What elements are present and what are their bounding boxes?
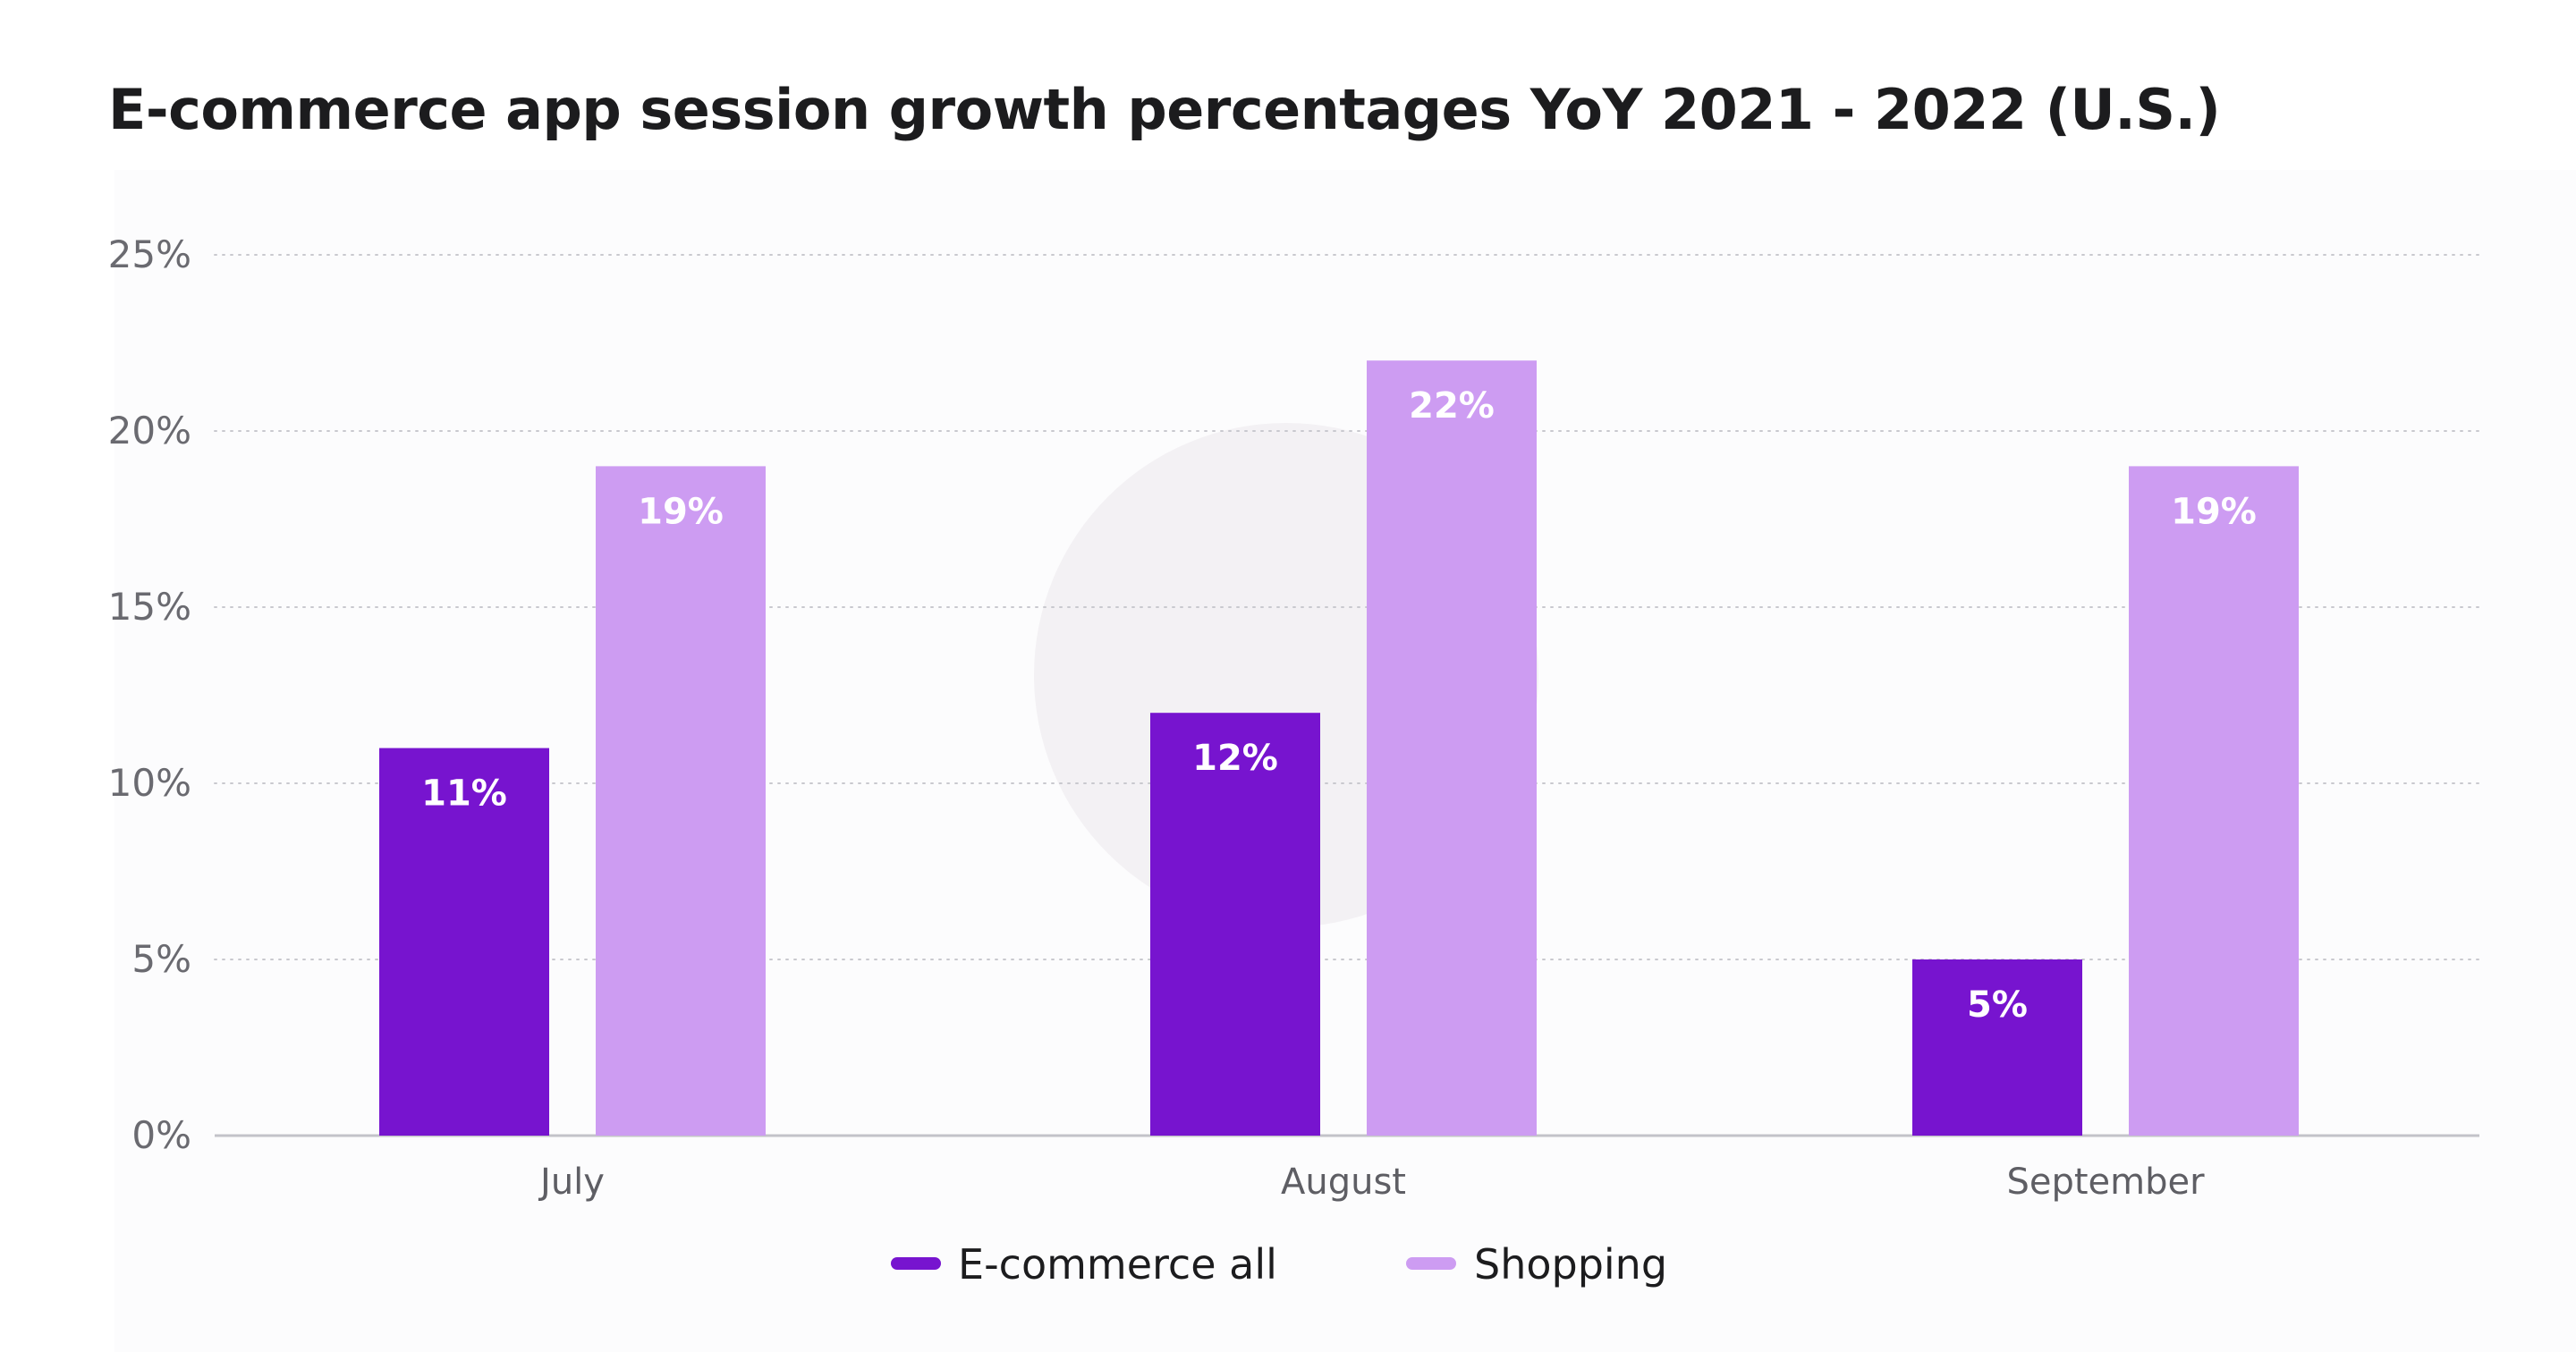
- data-label: 22%: [1409, 385, 1495, 427]
- x-tick-label: September: [2006, 1162, 2205, 1203]
- y-tick-label: 25%: [108, 232, 191, 276]
- bar-shopping-august: [1367, 360, 1537, 1136]
- y-tick-label: 10%: [108, 761, 191, 805]
- y-tick-label: 20%: [108, 409, 191, 452]
- y-tick-label: 5%: [131, 937, 191, 981]
- x-tick-label: August: [1281, 1162, 1406, 1203]
- bar-ecommerce-all-july: [379, 748, 549, 1136]
- y-tick-label: 0%: [131, 1113, 191, 1157]
- y-axis-tick-labels: 0% 5% 10% 15% 20% 25%: [108, 232, 191, 1157]
- y-tick-label: 15%: [108, 585, 191, 629]
- bar-ecommerce-all-august: [1150, 713, 1320, 1136]
- data-label: 19%: [2171, 491, 2257, 532]
- legend-swatch: [891, 1257, 941, 1270]
- x-axis-tick-labels: July August September: [538, 1162, 2205, 1203]
- gridlines: [214, 254, 2480, 1137]
- bar-ecommerce-all-september: [1912, 959, 2082, 1136]
- chart-title: E-commerce app session growth percentage…: [108, 77, 2221, 142]
- legend-label: E-commerce all: [958, 1240, 1277, 1289]
- data-label: 19%: [638, 491, 724, 532]
- legend-label: Shopping: [1474, 1240, 1667, 1289]
- x-tick-label: July: [538, 1162, 605, 1203]
- bar-shopping-september: [2129, 466, 2299, 1136]
- legend: E-commerce all Shopping: [891, 1240, 1667, 1289]
- bar-shopping-july: [596, 466, 766, 1136]
- legend-swatch: [1406, 1257, 1456, 1270]
- data-label: 12%: [1192, 738, 1278, 779]
- bars: 11% 19% 12% 22% 5% 19%: [379, 360, 2299, 1136]
- data-label: 5%: [1967, 984, 2028, 1026]
- data-label: 11%: [421, 773, 507, 815]
